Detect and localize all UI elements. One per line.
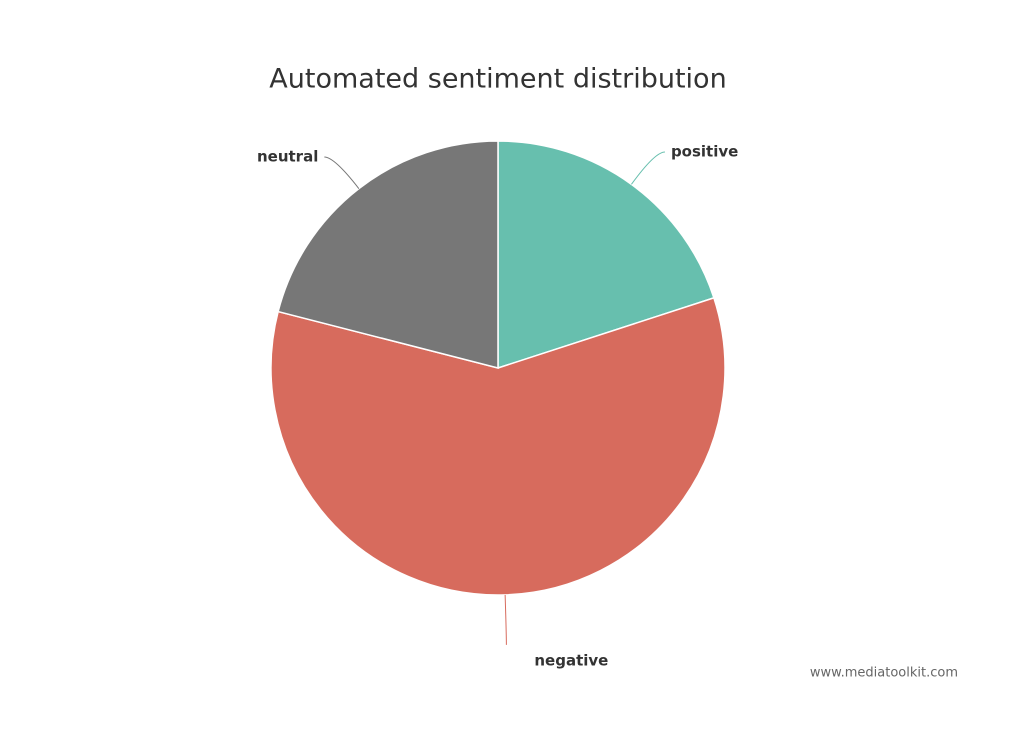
slice-label: positive [671, 142, 738, 160]
source-credit: www.mediatoolkit.com [810, 666, 958, 681]
slice-label: neutral [257, 148, 318, 166]
slice-label: negative [534, 651, 608, 669]
pie-slice [277, 140, 499, 369]
label-connector [631, 151, 666, 185]
pie-slice [497, 140, 715, 370]
label-connector [324, 156, 360, 189]
chart-title: Automated sentiment distribution [269, 64, 726, 95]
label-connector [504, 594, 507, 645]
